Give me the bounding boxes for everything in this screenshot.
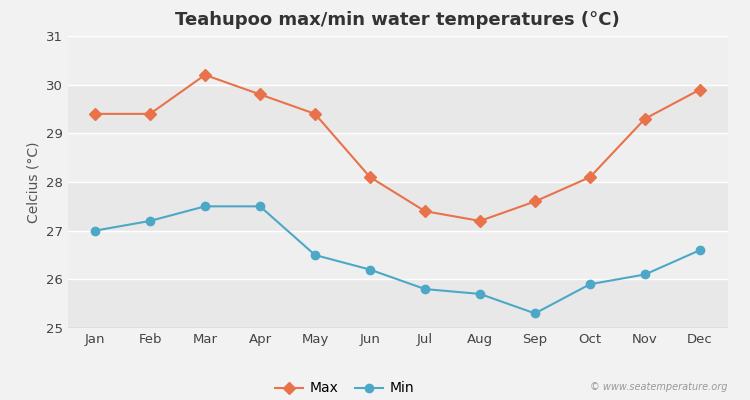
Min [530,311,539,316]
Bar [68,133,728,182]
Bar [68,279,728,328]
Min [421,287,430,292]
Line: Min: Min [91,202,704,318]
Bar [68,36,728,85]
Min [146,218,154,223]
Max [256,92,265,97]
Min [91,228,100,233]
Line: Max: Max [91,71,704,225]
Min [256,204,265,209]
Bar [68,182,728,231]
Max [586,175,595,180]
Max [310,112,320,116]
Legend: Max, Min: Max, Min [269,376,420,400]
Max [476,218,484,223]
Min [200,204,209,209]
Bar [68,85,728,133]
Max [91,112,100,116]
Min [695,248,704,252]
Max [365,175,374,180]
Max [200,72,209,77]
Title: Teahupoo max/min water temperatures (°C): Teahupoo max/min water temperatures (°C) [175,11,620,29]
Min [365,267,374,272]
Text: © www.seatemperature.org: © www.seatemperature.org [590,382,728,392]
Min [586,282,595,287]
Max [640,116,650,121]
Min [640,272,650,277]
Max [530,199,539,204]
Min [476,292,484,296]
Y-axis label: Celcius (°C): Celcius (°C) [26,141,40,223]
Bar [68,231,728,279]
Max [695,87,704,92]
Max [146,112,154,116]
Max [421,209,430,214]
Min [310,253,320,258]
